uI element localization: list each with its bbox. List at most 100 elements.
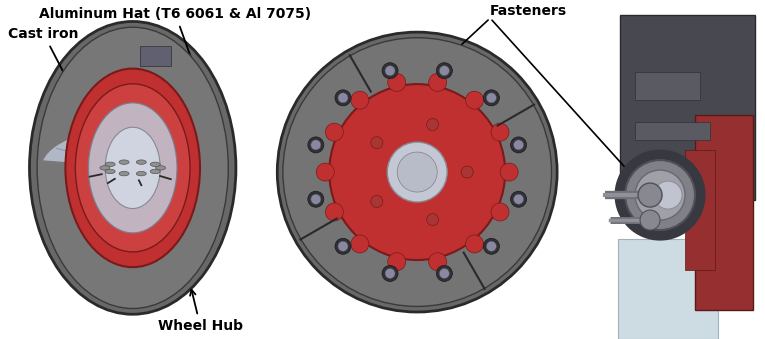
Ellipse shape	[513, 140, 523, 150]
Ellipse shape	[311, 194, 321, 204]
Ellipse shape	[510, 191, 526, 207]
Circle shape	[145, 148, 152, 152]
Circle shape	[157, 182, 164, 186]
Ellipse shape	[338, 93, 348, 103]
Ellipse shape	[427, 119, 438, 131]
Circle shape	[119, 172, 129, 176]
Ellipse shape	[316, 163, 334, 181]
Ellipse shape	[351, 91, 369, 109]
Ellipse shape	[89, 103, 177, 233]
Text: Fasteners: Fasteners	[490, 4, 568, 18]
Ellipse shape	[335, 90, 351, 106]
Text: Wheel Hub: Wheel Hub	[158, 290, 243, 333]
Ellipse shape	[483, 238, 500, 254]
Circle shape	[77, 166, 85, 170]
Circle shape	[107, 183, 115, 187]
Ellipse shape	[397, 152, 437, 192]
Circle shape	[79, 171, 86, 174]
Ellipse shape	[385, 268, 395, 278]
Ellipse shape	[439, 268, 449, 278]
Ellipse shape	[382, 265, 398, 281]
Circle shape	[119, 185, 127, 188]
Ellipse shape	[654, 181, 682, 209]
Wedge shape	[42, 127, 157, 168]
Circle shape	[96, 152, 103, 155]
Circle shape	[177, 173, 184, 177]
Circle shape	[181, 168, 187, 172]
Ellipse shape	[387, 142, 448, 202]
Ellipse shape	[500, 163, 518, 181]
Circle shape	[125, 147, 133, 151]
Ellipse shape	[388, 253, 405, 271]
Circle shape	[162, 181, 170, 184]
Ellipse shape	[76, 84, 190, 252]
Bar	[620, 15, 755, 200]
Circle shape	[119, 147, 127, 151]
Ellipse shape	[436, 63, 452, 79]
Circle shape	[151, 183, 158, 187]
Circle shape	[87, 177, 95, 181]
Ellipse shape	[105, 127, 160, 208]
Ellipse shape	[513, 194, 523, 204]
Ellipse shape	[311, 140, 321, 150]
Circle shape	[155, 166, 165, 170]
Ellipse shape	[491, 123, 509, 141]
Bar	[635, 72, 700, 100]
Ellipse shape	[382, 63, 398, 79]
Circle shape	[138, 185, 146, 188]
Ellipse shape	[625, 160, 695, 230]
Circle shape	[100, 166, 110, 170]
Circle shape	[91, 179, 99, 183]
Circle shape	[162, 152, 170, 155]
Ellipse shape	[37, 27, 228, 308]
Ellipse shape	[335, 238, 351, 254]
Ellipse shape	[325, 203, 343, 221]
Circle shape	[157, 150, 164, 154]
Ellipse shape	[308, 137, 324, 153]
Circle shape	[132, 185, 140, 188]
Circle shape	[136, 172, 146, 176]
Ellipse shape	[308, 191, 324, 207]
Ellipse shape	[385, 66, 395, 76]
Circle shape	[177, 159, 184, 163]
Ellipse shape	[461, 166, 474, 178]
Circle shape	[77, 168, 85, 172]
Bar	[685, 150, 715, 270]
Text: Aluminum Hat (T6 6061 & Al 7075): Aluminum Hat (T6 6061 & Al 7075)	[39, 7, 311, 121]
Ellipse shape	[325, 123, 343, 141]
Circle shape	[151, 149, 158, 152]
Ellipse shape	[510, 137, 526, 153]
Ellipse shape	[487, 93, 496, 103]
Circle shape	[113, 184, 121, 188]
Ellipse shape	[371, 196, 382, 207]
Circle shape	[181, 164, 187, 167]
Ellipse shape	[638, 183, 662, 207]
Circle shape	[91, 153, 99, 157]
Ellipse shape	[427, 214, 438, 225]
Ellipse shape	[388, 74, 405, 92]
Circle shape	[171, 155, 178, 158]
Circle shape	[145, 184, 152, 188]
Circle shape	[81, 173, 89, 177]
Circle shape	[101, 150, 109, 154]
Circle shape	[136, 160, 146, 164]
Ellipse shape	[428, 74, 447, 92]
Circle shape	[171, 177, 178, 181]
Circle shape	[167, 179, 174, 183]
Circle shape	[83, 157, 91, 160]
Circle shape	[87, 155, 95, 158]
Ellipse shape	[466, 91, 483, 109]
Bar	[635, 122, 710, 140]
Ellipse shape	[351, 235, 369, 253]
Circle shape	[174, 175, 182, 179]
Ellipse shape	[283, 38, 552, 306]
Ellipse shape	[371, 137, 382, 149]
Ellipse shape	[491, 203, 509, 221]
Circle shape	[174, 157, 182, 160]
Ellipse shape	[66, 68, 200, 267]
Ellipse shape	[436, 265, 452, 281]
Circle shape	[77, 164, 85, 167]
Circle shape	[179, 161, 187, 165]
Ellipse shape	[329, 84, 505, 260]
Circle shape	[79, 161, 86, 165]
